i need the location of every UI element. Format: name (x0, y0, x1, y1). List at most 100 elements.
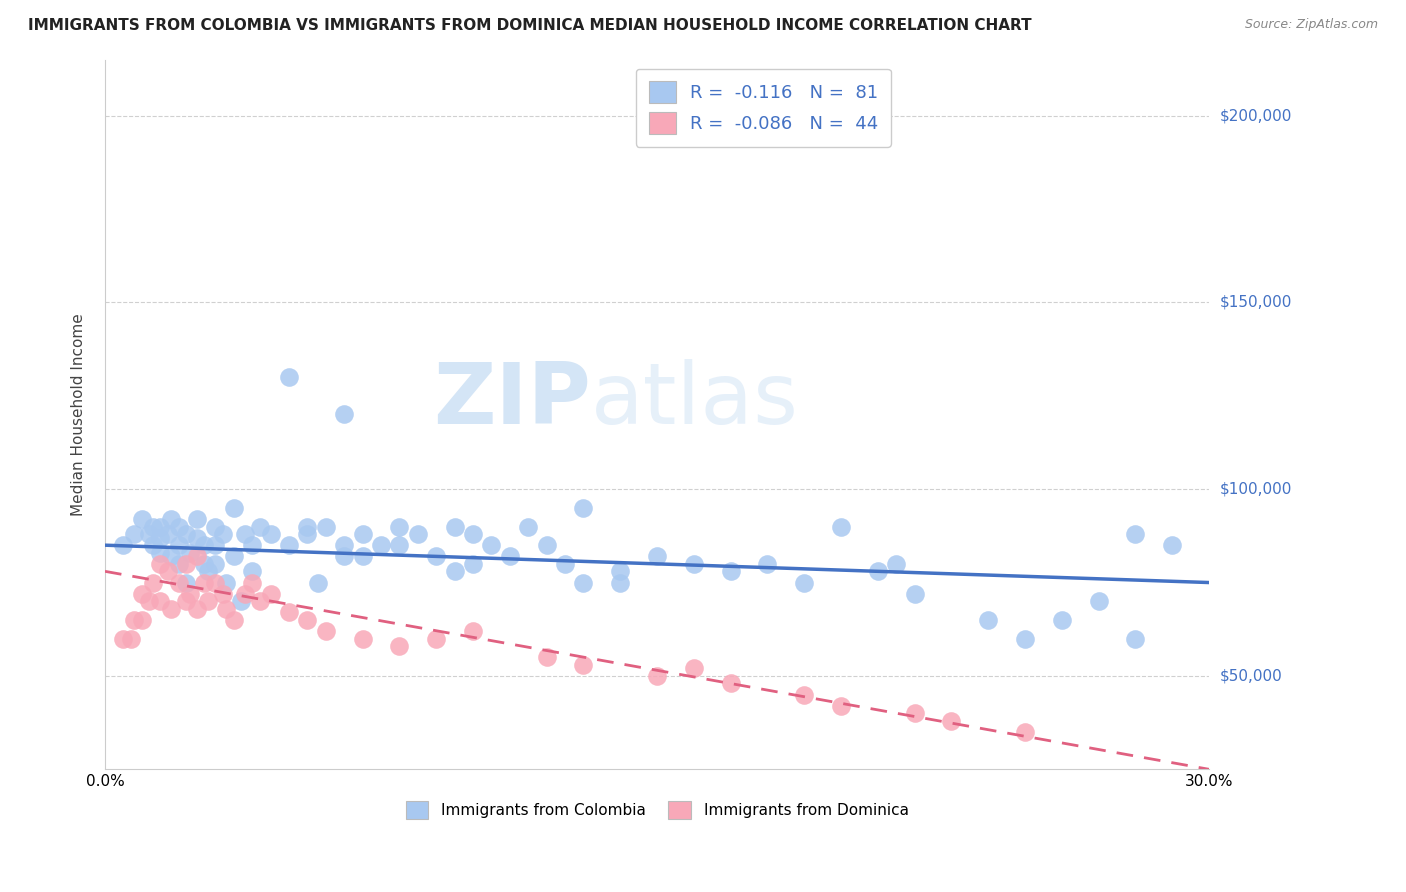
Point (297, 527, 319, 541)
Point (297, 519, 319, 533)
Point (149, 546, 172, 560)
Y-axis label: Median Household Income: Median Household Income (72, 313, 86, 516)
Legend: Immigrants from Colombia, Immigrants from Dominica: Immigrants from Colombia, Immigrants fro… (399, 795, 915, 825)
Point (1161, 538, 1184, 552)
Point (572, 575, 595, 590)
Point (333, 538, 356, 552)
Point (197, 594, 219, 608)
Point (517, 519, 540, 533)
Point (156, 565, 179, 579)
Point (156, 527, 179, 541)
Point (222, 613, 245, 627)
Point (297, 613, 319, 627)
Text: $100,000: $100,000 (1220, 482, 1292, 497)
Point (941, 714, 963, 728)
Point (352, 527, 374, 541)
Point (142, 575, 165, 590)
Point (186, 549, 208, 564)
Point (259, 587, 281, 601)
Point (830, 519, 852, 533)
Point (1125, 527, 1147, 541)
Point (112, 632, 135, 646)
Point (884, 557, 907, 571)
Point (333, 549, 356, 564)
Point (197, 565, 219, 579)
Point (443, 519, 465, 533)
Point (186, 601, 208, 615)
Point (124, 527, 146, 541)
Point (186, 512, 208, 526)
Point (609, 565, 631, 579)
Point (131, 512, 153, 526)
Point (682, 661, 704, 675)
Point (233, 527, 256, 541)
Point (149, 557, 172, 571)
Point (536, 538, 558, 552)
Point (499, 549, 522, 564)
Point (443, 565, 465, 579)
Point (977, 613, 1000, 627)
Point (720, 565, 742, 579)
Point (388, 639, 411, 653)
Point (240, 565, 263, 579)
Point (1125, 632, 1147, 646)
Point (1014, 632, 1036, 646)
Point (204, 538, 226, 552)
Point (120, 632, 142, 646)
Point (249, 519, 271, 533)
Point (406, 527, 429, 541)
Text: $50,000: $50,000 (1220, 668, 1282, 683)
Point (572, 657, 595, 672)
Point (160, 549, 183, 564)
Point (167, 538, 190, 552)
Point (215, 575, 238, 590)
Point (211, 527, 233, 541)
Point (554, 557, 576, 571)
Point (193, 557, 215, 571)
Point (866, 565, 889, 579)
Point (124, 613, 146, 627)
Point (333, 408, 356, 422)
Point (149, 519, 172, 533)
Point (278, 606, 301, 620)
Point (204, 575, 226, 590)
Text: IMMIGRANTS FROM COLOMBIA VS IMMIGRANTS FROM DOMINICA MEDIAN HOUSEHOLD INCOME COR: IMMIGRANTS FROM COLOMBIA VS IMMIGRANTS F… (28, 18, 1032, 33)
Text: Source: ZipAtlas.com: Source: ZipAtlas.com (1244, 18, 1378, 31)
Point (793, 575, 815, 590)
Point (174, 575, 197, 590)
Point (131, 613, 153, 627)
Point (186, 531, 208, 545)
Point (352, 632, 374, 646)
Point (167, 557, 190, 571)
Point (193, 538, 215, 552)
Point (204, 557, 226, 571)
Point (1050, 613, 1073, 627)
Point (211, 587, 233, 601)
Point (1087, 594, 1109, 608)
Point (645, 669, 668, 683)
Text: $150,000: $150,000 (1220, 295, 1292, 310)
Point (174, 557, 197, 571)
Point (222, 549, 245, 564)
Point (307, 575, 329, 590)
Point (204, 519, 226, 533)
Point (645, 549, 668, 564)
Point (131, 587, 153, 601)
Point (138, 594, 160, 608)
Point (167, 519, 190, 533)
Point (425, 549, 447, 564)
Point (793, 688, 815, 702)
Point (240, 538, 263, 552)
Point (142, 538, 165, 552)
Point (352, 549, 374, 564)
Point (278, 538, 301, 552)
Point (1014, 725, 1036, 739)
Point (461, 624, 484, 639)
Point (149, 531, 172, 545)
Point (174, 527, 197, 541)
Point (720, 676, 742, 690)
Point (756, 557, 779, 571)
Point (425, 632, 447, 646)
Point (461, 557, 484, 571)
Point (179, 587, 201, 601)
